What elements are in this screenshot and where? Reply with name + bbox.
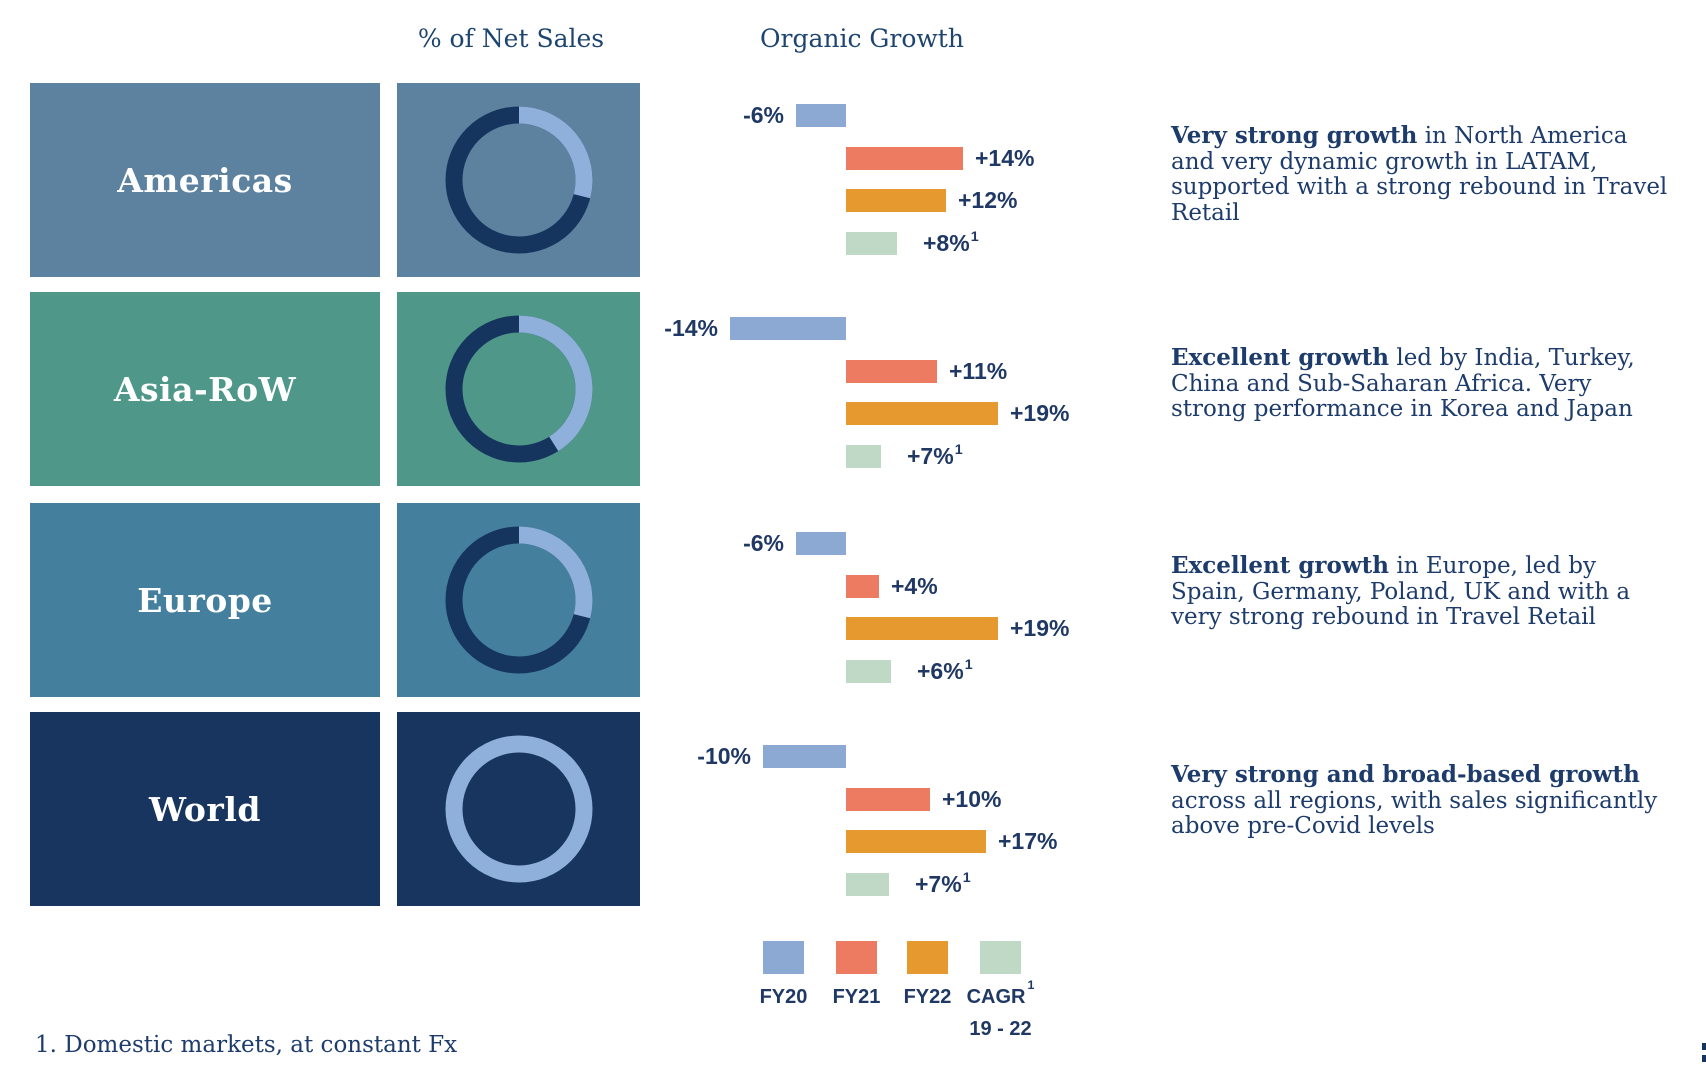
legend-label-fy20: FY20 xyxy=(759,986,808,1008)
net-sales-block-world: 100% xyxy=(397,712,640,1002)
comment-body: across all regions, with sales significa… xyxy=(1171,787,1658,839)
legend-swatch-fy22 xyxy=(907,941,948,974)
footnote: 1. Domestic markets, at constant Fx xyxy=(35,1032,458,1058)
comment-body: led by India, Turkey, China and Sub-Saha… xyxy=(1171,345,1635,422)
bar-value-label: -6% xyxy=(743,102,784,128)
footnote-marker: 1 xyxy=(1027,978,1035,993)
donut-ring xyxy=(445,315,592,463)
bar-value-label: +12% xyxy=(958,187,1018,213)
bar-value-label: +19% xyxy=(1010,615,1070,641)
bar-value-label: +14% xyxy=(975,145,1035,171)
donut-ring xyxy=(445,106,592,254)
bar-value-label: +11% xyxy=(949,358,1008,384)
bar-value-label: +7% 1 xyxy=(915,869,971,897)
comment-americas: Very strong growth in North America and … xyxy=(1171,123,1671,226)
region-block-asia-row: Asia-RoW xyxy=(30,292,380,486)
column-header-organic-growth: Organic Growth xyxy=(760,24,964,53)
region-name: Europe xyxy=(137,580,273,620)
bar-asia-row-fy21 xyxy=(846,360,937,383)
comment-lead: Very strong growth xyxy=(1171,122,1418,149)
comment-lead: Excellent growth xyxy=(1171,344,1390,371)
bar-value-label: -6% xyxy=(743,530,784,556)
bar-americas-fy22 xyxy=(846,189,946,212)
bar-americas-cagr-19-22 xyxy=(846,232,897,255)
legend-swatch-fy21 xyxy=(836,941,877,974)
legend-swatch-fy20 xyxy=(763,941,804,974)
bar-value-label: +6% 1 xyxy=(917,656,973,684)
bar-europe-cagr-19-22 xyxy=(846,660,891,683)
bar-value-label: +7% 1 xyxy=(907,441,963,469)
page-number-fragment xyxy=(1702,1055,1706,1062)
net-sales-donut: 29% xyxy=(434,515,604,793)
comment-body: in North America and very dynamic growth… xyxy=(1171,123,1668,226)
bar-world-fy22 xyxy=(846,830,986,853)
bar-value-label: +10% xyxy=(942,786,1002,812)
legend-sublabel-cagr: 19 - 22 xyxy=(969,1018,1032,1040)
bar-europe-fy20 xyxy=(796,532,846,555)
region-block-europe: Europe xyxy=(30,503,380,697)
comment-body: in Europe, led by Spain, Germany, Poland… xyxy=(1171,553,1631,630)
bar-value-label: +17% xyxy=(998,828,1058,854)
page-number-fragment xyxy=(1702,1043,1706,1050)
comment-asia-row: Excellent growth led by India, Turkey, C… xyxy=(1171,345,1671,423)
donut-ring xyxy=(445,735,592,883)
comment-lead: Excellent growth xyxy=(1171,552,1390,579)
bar-europe-fy22 xyxy=(846,617,998,640)
column-header-net-sales: % of Net Sales xyxy=(417,24,605,53)
bar-world-fy20 xyxy=(763,745,846,768)
region-name: Americas xyxy=(117,160,293,200)
bar-value-label: -10% xyxy=(697,743,751,769)
bar-value-label: +8% 1 xyxy=(923,228,979,256)
bar-world-fy21 xyxy=(846,788,930,811)
bar-world-cagr-19-22 xyxy=(846,873,889,896)
bar-americas-fy20 xyxy=(796,104,846,127)
bar-asia-row-fy20 xyxy=(730,317,846,340)
donut-ring xyxy=(445,526,592,674)
legend-label-fy21: FY21 xyxy=(832,986,881,1008)
bar-americas-fy21 xyxy=(846,147,963,170)
net-sales-value: 100% xyxy=(472,966,565,1002)
legend-swatch-cagr xyxy=(980,941,1021,974)
bar-value-label: +4% xyxy=(891,573,938,599)
region-block-americas: Americas xyxy=(30,83,380,277)
bar-value-label: -14% xyxy=(664,315,718,341)
legend-label-cagr: CAGR1 xyxy=(966,978,1035,1008)
bar-europe-fy21 xyxy=(846,575,879,598)
bar-asia-row-fy22 xyxy=(846,402,998,425)
net-sales-donut: 29% xyxy=(434,95,604,373)
comment-world: Very strong and broad-based growth acros… xyxy=(1171,762,1671,840)
comment-lead: Very strong and broad-based growth xyxy=(1171,761,1640,788)
bar-value-label: +19% xyxy=(1010,400,1070,426)
region-name: Asia-RoW xyxy=(113,369,297,409)
bar-asia-row-cagr-19-22 xyxy=(846,445,881,468)
net-sales-donut: 100% xyxy=(434,724,604,1002)
region-block-world: World xyxy=(30,712,380,906)
legend-label-fy22: FY22 xyxy=(903,986,952,1008)
comment-europe: Excellent growth in Europe, led by Spain… xyxy=(1171,553,1671,631)
net-sales-block-europe: 29% xyxy=(397,503,640,793)
region-name: World xyxy=(149,789,261,829)
